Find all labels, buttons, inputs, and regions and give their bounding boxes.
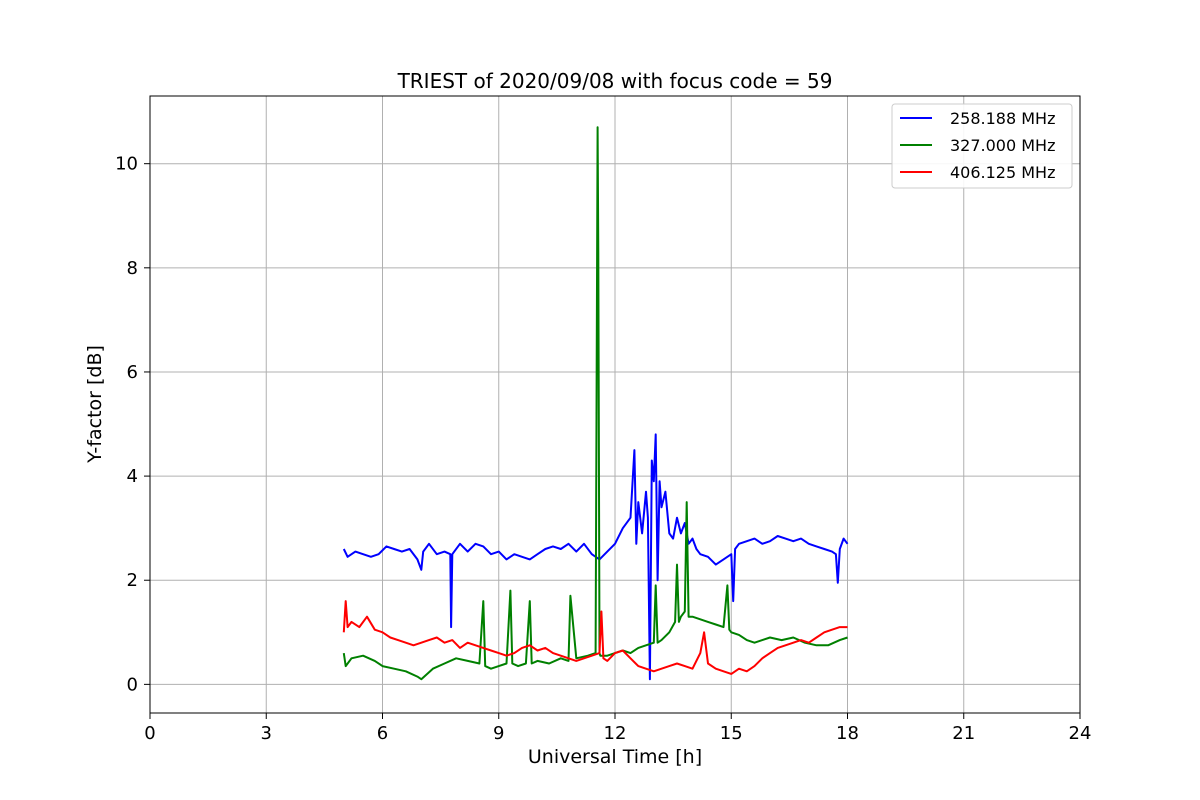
y-tick-label: 4 xyxy=(127,466,138,487)
y-tick-label: 8 xyxy=(127,258,138,279)
x-tick-label: 21 xyxy=(952,723,975,744)
y-tick-label: 0 xyxy=(127,674,138,695)
legend: 258.188 MHz 327.000 MHz 406.125 MHz xyxy=(891,103,1073,189)
x-tick-label: 9 xyxy=(493,723,504,744)
x-tick-label: 3 xyxy=(261,723,272,744)
series-line-258 xyxy=(342,433,849,681)
series-lines xyxy=(342,126,849,681)
legend-label-406: 406.125 MHz xyxy=(950,163,1055,182)
legend-label-327: 327.000 MHz xyxy=(950,136,1055,155)
x-tick-label: 12 xyxy=(604,723,627,744)
x-tick-label: 6 xyxy=(377,723,388,744)
x-tick-label: 24 xyxy=(1069,723,1092,744)
y-axis-label: Y-factor [dB] xyxy=(84,345,106,464)
y-tick-label: 10 xyxy=(115,154,138,175)
x-tick-label: 0 xyxy=(144,723,155,744)
chart-title: TRIEST of 2020/09/08 with focus code = 5… xyxy=(397,69,833,93)
legend-box xyxy=(891,103,1073,189)
x-tick-label: 15 xyxy=(720,723,743,744)
x-tick-label: 18 xyxy=(836,723,859,744)
y-tick-label: 6 xyxy=(127,362,138,383)
series-line-406 xyxy=(342,600,848,675)
legend-label-258: 258.188 MHz xyxy=(950,109,1055,128)
y-tick-label: 2 xyxy=(127,570,138,591)
x-axis-label: Universal Time [h] xyxy=(528,746,702,768)
